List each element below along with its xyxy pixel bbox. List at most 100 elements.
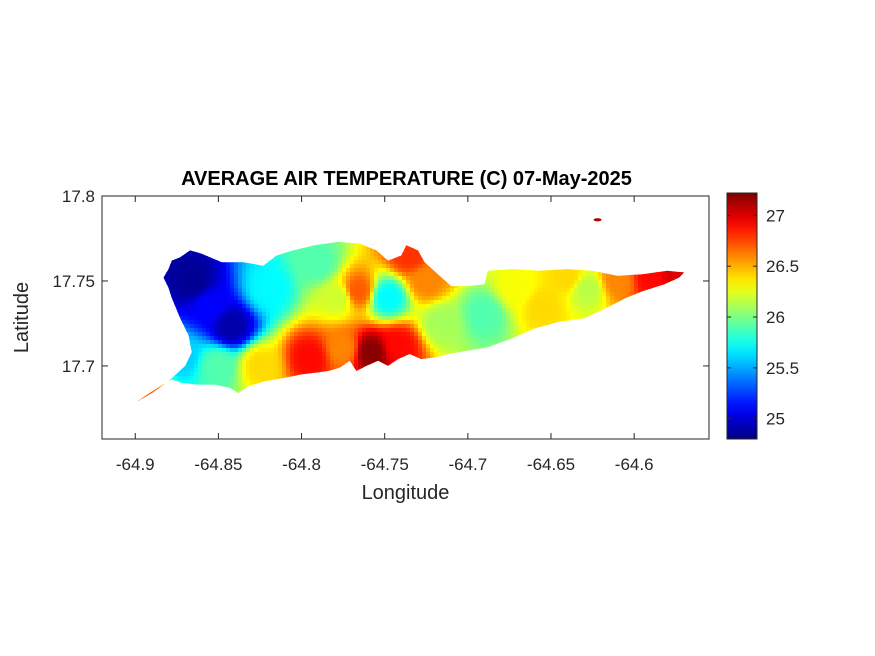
heatmap-cell [374, 208, 379, 213]
heatmap-cell [642, 244, 647, 249]
heatmap-cell [414, 260, 419, 265]
heatmap-cell [426, 276, 431, 281]
heatmap-cell [206, 280, 211, 285]
heatmap-cell [286, 204, 291, 209]
heatmap-cell [106, 252, 111, 257]
heatmap-cell [142, 308, 147, 313]
heatmap-cell [702, 252, 707, 257]
heatmap-cell [358, 200, 363, 205]
heatmap-cell [174, 280, 179, 285]
heatmap-cell [446, 248, 451, 253]
heatmap-cell [318, 300, 323, 305]
heatmap-cell [510, 292, 515, 297]
heatmap-cell [622, 300, 627, 305]
heatmap-cell [286, 276, 291, 281]
heatmap-cell [690, 276, 695, 281]
heatmap-cell [570, 216, 575, 221]
heatmap-cell [470, 308, 475, 313]
heatmap-cell [406, 224, 411, 229]
heatmap-cell [314, 224, 319, 229]
heatmap-cell [110, 312, 115, 317]
heatmap-cell [354, 204, 359, 209]
heatmap-cell [382, 252, 387, 257]
heatmap-cell [222, 264, 227, 269]
heatmap-cell [370, 304, 375, 309]
heatmap-cell [190, 248, 195, 253]
heatmap-cell [158, 224, 163, 229]
heatmap-cell [110, 204, 115, 209]
heatmap-cell [166, 312, 171, 317]
heatmap-cell [598, 264, 603, 269]
heatmap-cell [190, 204, 195, 209]
heatmap-cell [326, 292, 331, 297]
heatmap-cell [358, 264, 363, 269]
heatmap-cell [574, 264, 579, 269]
heatmap-cell [506, 280, 511, 285]
heatmap-cell [462, 208, 467, 213]
heatmap-cell [502, 244, 507, 249]
heatmap-cell [622, 252, 627, 257]
heatmap-cell [266, 288, 271, 293]
heatmap-cell [606, 241, 611, 245]
heatmap-cell [490, 276, 495, 281]
heatmap-cell [674, 260, 679, 265]
heatmap-cell [414, 312, 419, 317]
heatmap-cell [154, 272, 159, 277]
heatmap-cell [642, 196, 647, 201]
heatmap-cell [306, 324, 311, 329]
heatmap-cell [322, 212, 327, 217]
heatmap-cell [442, 204, 447, 209]
heatmap-cell [378, 236, 383, 241]
heatmap-cell [358, 284, 363, 289]
heatmap-cell [534, 324, 539, 329]
heatmap-cell [242, 244, 247, 249]
heatmap-cell [374, 272, 379, 277]
heatmap-cell [234, 216, 239, 221]
heatmap-cell [346, 216, 351, 221]
heatmap-cell [214, 300, 219, 305]
heatmap-cell [342, 280, 347, 285]
heatmap-cell [174, 276, 179, 281]
heatmap-cell [142, 312, 147, 317]
heatmap-cell [694, 204, 699, 209]
heatmap-cell [238, 212, 243, 217]
heatmap-cell [182, 280, 187, 285]
heatmap-cell [162, 312, 167, 317]
heatmap-cell [374, 300, 379, 305]
heatmap-cell [494, 288, 499, 293]
heatmap-cell [582, 224, 587, 229]
heatmap-cell [458, 304, 463, 309]
heatmap-cell [522, 320, 527, 325]
heatmap-cell [566, 244, 571, 249]
heatmap-cell [250, 308, 255, 313]
heatmap-cell [106, 288, 111, 293]
heatmap-cell [218, 216, 223, 221]
heatmap-cell [466, 284, 471, 289]
heatmap-cell [530, 212, 535, 217]
heatmap-cell [614, 304, 619, 309]
heatmap-cell [634, 264, 639, 269]
heatmap-cell [162, 228, 167, 233]
heatmap-cell [126, 300, 131, 305]
heatmap-cell [182, 320, 187, 325]
heatmap-cell [230, 284, 235, 289]
heatmap-cell [166, 308, 171, 313]
heatmap-cell [314, 296, 319, 301]
heatmap-cell [158, 304, 163, 309]
heatmap-cell [390, 196, 395, 201]
heatmap-cell [314, 288, 319, 293]
heatmap-cell [454, 216, 459, 221]
heatmap-cell [238, 292, 243, 297]
heatmap-cell [270, 216, 275, 221]
heatmap-cell [234, 272, 239, 277]
heatmap-cell [706, 288, 711, 293]
heatmap-cell [526, 276, 531, 281]
heatmap-cell [438, 216, 443, 221]
heatmap-cell [686, 320, 691, 325]
heatmap-cell [566, 276, 571, 281]
heatmap-cell [558, 244, 563, 249]
heatmap-cell [258, 288, 263, 293]
heatmap-cell [150, 224, 155, 229]
heatmap-cell [490, 292, 495, 297]
heatmap-cell [174, 256, 179, 261]
